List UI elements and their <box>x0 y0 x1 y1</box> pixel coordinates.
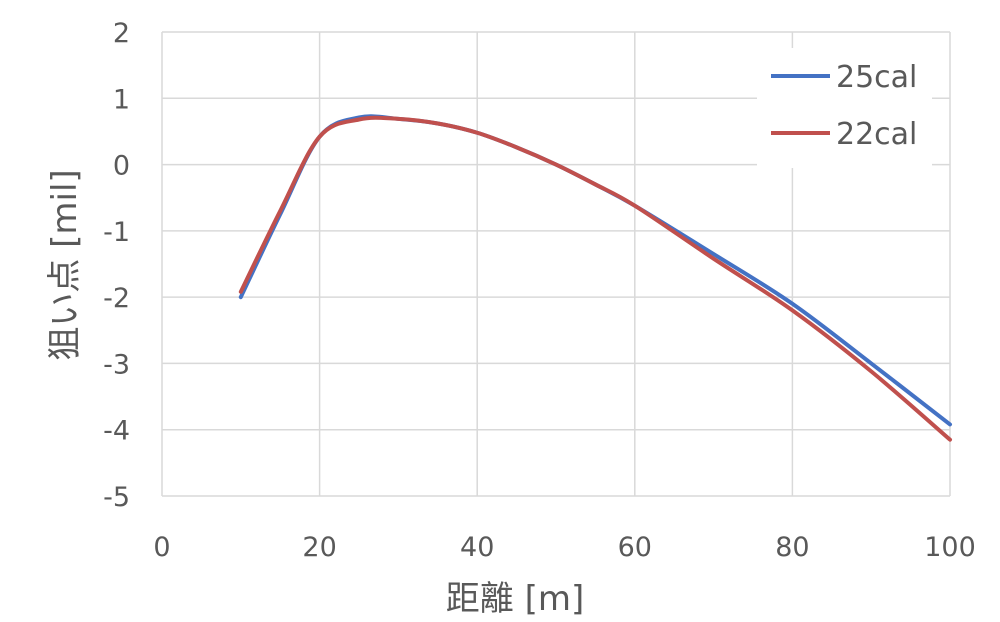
x-tick-label: 60 <box>618 532 652 563</box>
series-line-22cal <box>238 115 952 442</box>
grid-layer <box>161 31 951 497</box>
y-tick-label: -2 <box>103 283 130 314</box>
x-tick-label: 0 <box>153 532 170 563</box>
series-layer <box>238 114 952 442</box>
legend-label-22cal: 22cal <box>836 117 917 152</box>
y-tick-label: -1 <box>103 217 130 248</box>
x-tick-label: 20 <box>302 532 336 563</box>
legend-background <box>757 48 932 168</box>
legend-label-25cal: 25cal <box>836 60 917 95</box>
y-tick-label: -5 <box>103 482 130 513</box>
x-tick-label: 80 <box>775 532 809 563</box>
legend: 25cal 22cal <box>757 48 932 168</box>
y-tick-label: -4 <box>103 416 130 447</box>
x-tick-label: 40 <box>460 532 494 563</box>
y-tick-label: -3 <box>103 349 130 380</box>
x-axis-title: 距離 [m] <box>446 579 584 619</box>
y-tick-label: 0 <box>113 151 130 182</box>
tick-label-layer: 2 1 0 -1 -2 -3 -4 -5 0 20 40 60 80 100 <box>103 18 976 563</box>
x-tick-label: 100 <box>924 532 976 563</box>
y-axis-title: 狙い点 [mil] <box>45 169 85 360</box>
y-tick-label: 1 <box>113 84 130 115</box>
y-tick-label: 2 <box>113 18 130 49</box>
